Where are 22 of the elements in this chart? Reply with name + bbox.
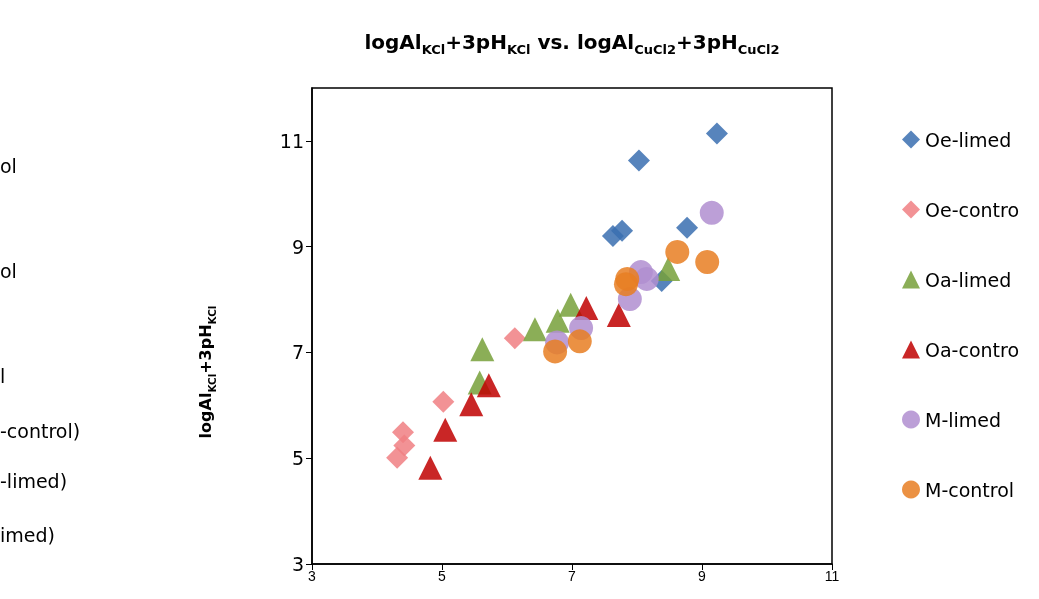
legend-label: Oe-limed bbox=[925, 128, 1012, 151]
x-tick-label: 9 bbox=[698, 568, 707, 584]
text: l bbox=[0, 365, 6, 387]
y-tick-label: 5 bbox=[291, 447, 304, 470]
legend-label: M-limed bbox=[925, 408, 1002, 431]
legend-label: M-control bbox=[925, 478, 1015, 501]
legend-label: Oe-contro bbox=[925, 198, 1020, 221]
text: ol bbox=[0, 260, 17, 282]
chart-title: logAl$_{KCl}$+3pH$_{KCl}$ vs. logAl$_{CuCl2}$+3pH$_{CuCl2}$ bbox=[364, 30, 780, 57]
legend-label: Oa-contro bbox=[925, 338, 1020, 361]
text: -control) bbox=[0, 420, 81, 442]
y-tick-label: 11 bbox=[279, 129, 304, 152]
y-tick-label: 9 bbox=[291, 235, 304, 258]
x-tick-label: 7 bbox=[568, 568, 577, 584]
text: -limed) bbox=[0, 470, 68, 492]
x-tick-label: 11 bbox=[824, 568, 840, 584]
text: ol bbox=[0, 155, 17, 177]
legend-label: Oa-limed bbox=[925, 268, 1012, 291]
x-tick-label: 3 bbox=[308, 568, 317, 584]
x-tick-label: 5 bbox=[438, 568, 447, 584]
text: imed) bbox=[0, 524, 55, 546]
y-tick-label: 7 bbox=[291, 341, 304, 364]
